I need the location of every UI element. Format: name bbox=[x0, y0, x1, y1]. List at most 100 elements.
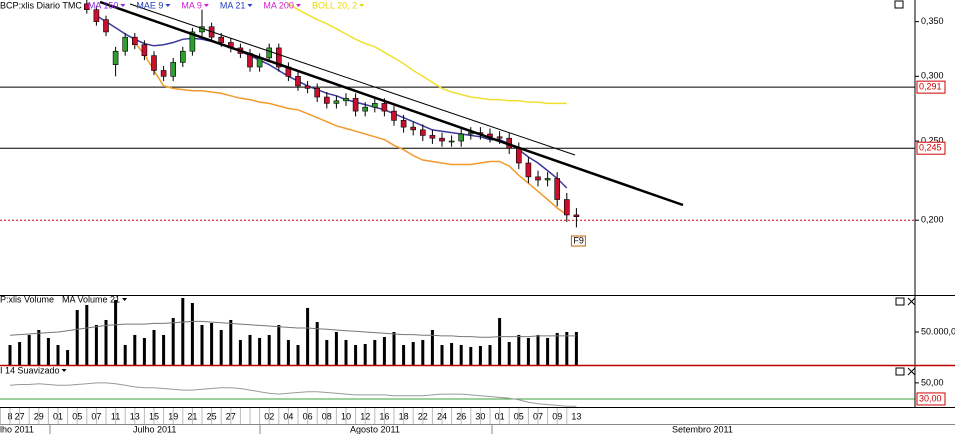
volume-bar bbox=[8, 344, 12, 365]
price-panel bbox=[0, 0, 915, 228]
level-label: 0,291 bbox=[919, 82, 942, 92]
annotation: F9 bbox=[573, 235, 584, 245]
close-button[interactable] bbox=[907, 297, 916, 306]
volume-bar bbox=[498, 317, 502, 365]
volume-bar bbox=[306, 307, 310, 365]
annotation-box bbox=[570, 235, 586, 247]
volume-bar bbox=[219, 330, 223, 365]
y-tick-label: 50.000,0 bbox=[921, 326, 955, 336]
legend-item: MA 21 bbox=[220, 0, 246, 10]
candle-body bbox=[151, 55, 157, 71]
average-line bbox=[9, 320, 577, 338]
candle-body bbox=[352, 97, 359, 112]
volume-bar bbox=[171, 317, 175, 365]
volume-bar bbox=[75, 309, 79, 365]
volume-bar bbox=[507, 342, 511, 365]
volume-bar bbox=[152, 330, 156, 365]
volume-panel bbox=[8, 297, 578, 365]
level-label-box bbox=[916, 392, 946, 406]
volume-bar bbox=[56, 344, 60, 365]
volume-bar bbox=[248, 334, 252, 365]
panel-title: P:xlis Volume bbox=[0, 294, 54, 304]
trend-line bbox=[129, 3, 576, 156]
candle-body bbox=[573, 214, 580, 217]
volume-bar bbox=[104, 319, 108, 365]
volume-bar bbox=[488, 344, 492, 365]
volume-bar bbox=[94, 324, 98, 365]
candle-body bbox=[323, 96, 330, 104]
volume-bar bbox=[440, 344, 444, 365]
volume-bar bbox=[315, 322, 319, 365]
volume-bar bbox=[469, 346, 473, 365]
candle-body bbox=[554, 178, 561, 200]
candle-body bbox=[343, 97, 349, 102]
candle-body bbox=[429, 135, 436, 139]
maximize-button[interactable] bbox=[894, 0, 904, 9]
volume-bar bbox=[546, 337, 550, 365]
candle-body bbox=[266, 47, 273, 59]
candle-body bbox=[381, 103, 388, 112]
candle-body bbox=[563, 199, 570, 216]
candle-body bbox=[160, 70, 167, 77]
volume-bar bbox=[238, 339, 242, 365]
volume-bar bbox=[210, 323, 214, 365]
legend-item: MA 9 bbox=[181, 0, 202, 10]
dropdown-arrow bbox=[203, 4, 209, 7]
volume-bar bbox=[411, 342, 415, 365]
volume-bar bbox=[363, 344, 367, 365]
close-button[interactable] bbox=[907, 367, 916, 376]
candle-body bbox=[314, 88, 321, 98]
candle-body bbox=[410, 126, 417, 131]
volume-bar bbox=[555, 332, 559, 365]
maximize-button[interactable] bbox=[895, 297, 905, 306]
candle-body bbox=[141, 44, 148, 56]
candle-body bbox=[535, 176, 541, 181]
volume-bar bbox=[267, 334, 271, 365]
volume-bar bbox=[421, 339, 425, 365]
candle-body bbox=[218, 36, 224, 43]
month-label: Julho 2011 bbox=[133, 424, 176, 434]
rsi-panel bbox=[0, 382, 915, 407]
volume-bar bbox=[27, 334, 31, 365]
candle-body bbox=[132, 36, 138, 45]
candle-body bbox=[371, 103, 378, 108]
volume-bar bbox=[459, 344, 463, 365]
volume-bar bbox=[46, 337, 50, 365]
candle-body bbox=[362, 106, 369, 112]
volume-bar bbox=[334, 331, 338, 365]
candle-body bbox=[448, 140, 455, 143]
volume-bar bbox=[123, 344, 127, 365]
volume-bar bbox=[325, 339, 329, 365]
y-tick-label: 50,00 bbox=[921, 377, 944, 387]
volume-bar bbox=[430, 330, 434, 365]
y-tick-label: 0,300 bbox=[921, 71, 944, 81]
volume-bar bbox=[37, 330, 41, 365]
candle-body bbox=[496, 136, 503, 139]
legend-item: MA 200 bbox=[263, 0, 294, 10]
candle-body bbox=[467, 132, 474, 135]
candle-body bbox=[525, 162, 532, 178]
candle-body bbox=[93, 9, 100, 22]
legend-item: MA 150 bbox=[88, 0, 119, 10]
dropdown-arrow bbox=[295, 4, 301, 7]
candle-body bbox=[439, 137, 445, 142]
volume-bar bbox=[402, 344, 406, 365]
volume-bar bbox=[517, 334, 521, 365]
candle-body bbox=[419, 129, 426, 136]
volume-bar bbox=[190, 302, 194, 365]
candle-body bbox=[544, 178, 551, 181]
level-label-box bbox=[916, 80, 946, 94]
level-label-box bbox=[916, 141, 946, 155]
candle-body bbox=[391, 110, 397, 121]
volume-bar bbox=[277, 324, 281, 365]
volume-bar bbox=[66, 350, 70, 365]
volume-bar bbox=[286, 339, 290, 365]
volume-bar bbox=[344, 339, 348, 365]
volume-bar bbox=[392, 331, 396, 365]
volume-bar bbox=[142, 337, 146, 365]
maximize-button[interactable] bbox=[895, 367, 905, 376]
candle-body bbox=[112, 50, 119, 65]
volume-bar bbox=[181, 297, 185, 365]
